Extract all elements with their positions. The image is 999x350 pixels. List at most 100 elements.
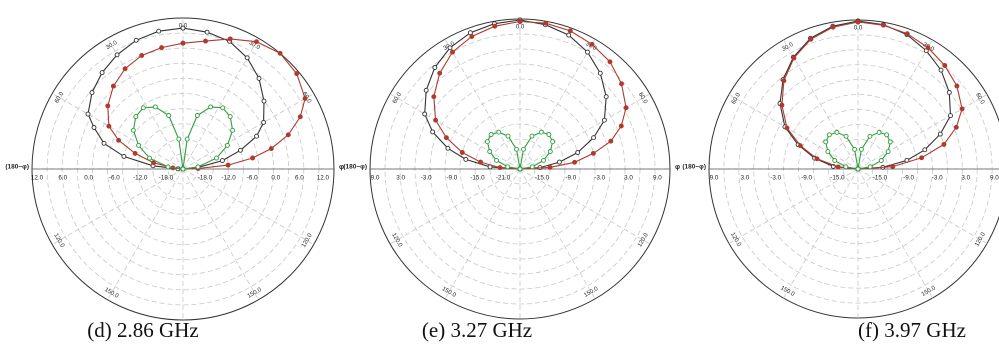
data-point xyxy=(858,146,864,152)
data-point xyxy=(139,53,145,58)
data-point xyxy=(101,140,107,146)
angle-tick-label: 120.0 xyxy=(52,233,65,250)
data-point xyxy=(99,70,105,76)
data-point xyxy=(492,23,498,29)
data-point xyxy=(514,146,519,152)
grid-spoke xyxy=(182,168,314,245)
data-point xyxy=(116,137,122,143)
data-point xyxy=(230,127,236,133)
data-point xyxy=(432,65,438,70)
data-point xyxy=(575,150,581,155)
data-point xyxy=(878,158,884,163)
data-point xyxy=(566,32,572,38)
data-point xyxy=(463,156,469,162)
radial-tick-label: -12.0 xyxy=(221,175,236,182)
data-point xyxy=(922,147,928,153)
data-point xyxy=(808,36,814,42)
data-point xyxy=(946,89,952,95)
angle-tick-label: 120.0 xyxy=(974,231,987,248)
grid-spoke xyxy=(444,168,521,300)
angle-tick-label: 120.0 xyxy=(637,232,650,249)
data-point xyxy=(954,83,960,89)
series-line-0 xyxy=(424,19,521,170)
radial-tick-label: 12.0 xyxy=(31,175,44,182)
data-point xyxy=(550,139,556,145)
data-point xyxy=(826,132,832,138)
data-point xyxy=(867,164,873,170)
data-point xyxy=(254,133,260,139)
data-point xyxy=(156,28,162,34)
data-point xyxy=(938,67,944,73)
series-line-4 xyxy=(182,106,234,170)
angle-tick-label: 60.0 xyxy=(637,92,648,106)
data-point xyxy=(484,139,490,145)
radial-tick-label: 9.0 xyxy=(371,175,380,182)
data-point xyxy=(180,25,186,31)
data-point xyxy=(433,117,439,123)
data-point xyxy=(110,83,116,89)
data-point xyxy=(227,114,233,120)
data-point xyxy=(268,146,274,152)
data-point xyxy=(825,149,831,155)
radial-tick-label: -18.0 xyxy=(198,175,213,182)
radial-tick-label: 3.0 xyxy=(396,175,405,182)
data-point xyxy=(114,52,120,58)
data-point xyxy=(91,125,97,130)
radial-tick-label: 0.0 xyxy=(84,175,93,182)
data-point xyxy=(422,111,428,117)
data-point xyxy=(194,113,200,118)
data-point xyxy=(834,129,840,135)
data-point xyxy=(224,142,230,148)
radial-tick-label: -15.0 xyxy=(470,175,485,182)
data-point xyxy=(180,40,186,46)
series-line-2 xyxy=(519,20,627,170)
grid-spoke xyxy=(52,168,184,245)
radial-tick-label: -15.0 xyxy=(535,175,550,182)
data-point xyxy=(152,104,158,110)
radial-tick-label: -18.0 xyxy=(159,175,174,182)
data-point xyxy=(203,38,208,44)
data-point xyxy=(450,49,455,55)
data-point xyxy=(937,131,943,137)
grid-spoke xyxy=(783,39,859,170)
data-point xyxy=(867,133,873,139)
data-point xyxy=(184,136,190,142)
data-point xyxy=(781,78,787,84)
data-point xyxy=(133,37,139,43)
radial-tick-label: -6.0 xyxy=(247,175,258,182)
data-point xyxy=(547,149,553,154)
radial-tick-label: 3.0 xyxy=(961,175,970,182)
radial-tick-label: 3.0 xyxy=(740,175,749,182)
angle-tick-label: 60.0 xyxy=(974,92,985,106)
grid-spoke xyxy=(389,168,521,245)
data-point xyxy=(176,136,182,142)
axis-left-label: (180−φ) xyxy=(5,164,29,171)
data-point xyxy=(151,160,156,166)
axis-right-label: φ xyxy=(339,164,344,171)
axis-left-label: (180−φ) xyxy=(343,164,367,171)
data-point xyxy=(459,150,465,155)
grid-spoke xyxy=(107,168,184,300)
data-point xyxy=(591,135,597,141)
data-point xyxy=(830,24,836,30)
data-point xyxy=(814,156,820,162)
angle-tick-label: 0.0 xyxy=(854,26,863,32)
data-point xyxy=(942,63,948,68)
data-point xyxy=(607,59,613,65)
grid-spoke xyxy=(52,93,184,170)
grid-spoke xyxy=(107,38,184,170)
data-point xyxy=(603,94,609,100)
data-point xyxy=(835,164,841,170)
radial-tick-label: -9.0 xyxy=(446,175,457,182)
data-point xyxy=(925,45,931,51)
data-point xyxy=(256,75,262,81)
angle-tick-label: 150.0 xyxy=(441,286,458,299)
grid-spoke xyxy=(857,39,933,170)
data-point xyxy=(855,166,861,172)
data-point xyxy=(122,66,128,72)
data-point xyxy=(431,94,437,100)
angle-tick-label: 30.0 xyxy=(781,42,795,53)
data-point xyxy=(478,159,484,165)
data-point xyxy=(597,70,603,76)
data-point xyxy=(784,125,790,131)
